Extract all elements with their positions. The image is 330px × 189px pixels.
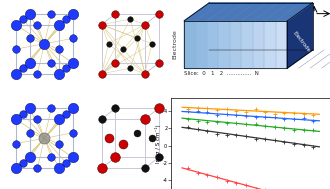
Polygon shape (184, 21, 196, 68)
Polygon shape (276, 21, 287, 68)
Polygon shape (218, 21, 230, 68)
Polygon shape (241, 21, 253, 68)
Text: z: z (293, 16, 296, 22)
Y-axis label: ln (σ / S cm⁻¹): ln (σ / S cm⁻¹) (155, 124, 161, 163)
Text: Electrode: Electrode (172, 30, 177, 59)
Text: Slice:  0   1   2  ..............  N: Slice: 0 1 2 .............. N (184, 71, 259, 76)
Polygon shape (264, 21, 276, 68)
Polygon shape (207, 21, 218, 68)
Text: Electrode: Electrode (291, 30, 311, 53)
Polygon shape (287, 3, 313, 68)
Polygon shape (184, 3, 313, 21)
Polygon shape (253, 21, 264, 68)
Polygon shape (230, 21, 241, 68)
Polygon shape (196, 21, 207, 68)
